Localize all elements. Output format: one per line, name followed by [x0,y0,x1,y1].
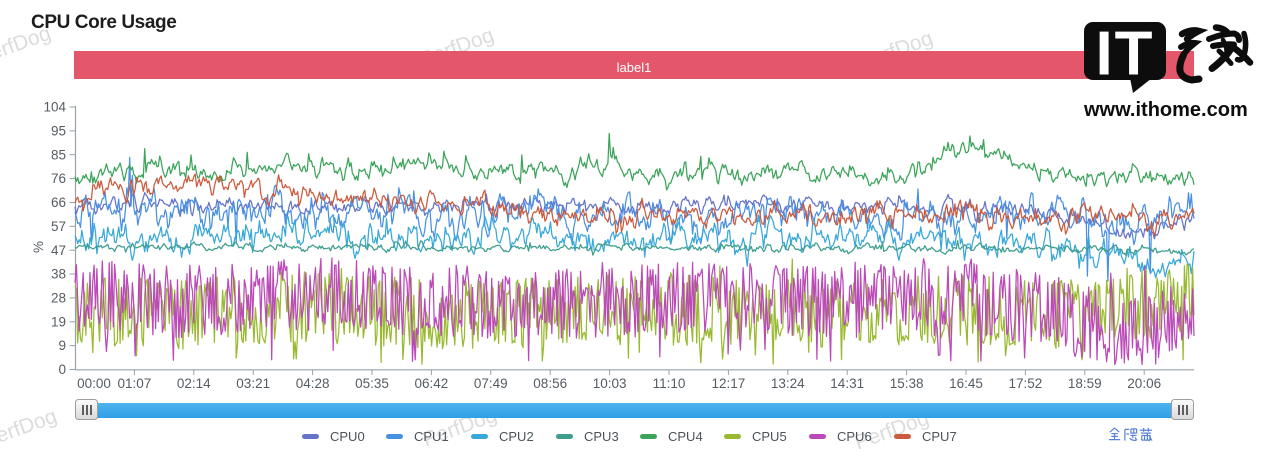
svg-text:12:17: 12:17 [712,376,746,391]
svg-text:IT: IT [1095,20,1154,89]
svg-text:05:35: 05:35 [355,376,389,391]
svg-text:57: 57 [51,219,66,234]
svg-text:01:07: 01:07 [118,376,152,391]
svg-text:38: 38 [51,267,66,282]
svg-text:17:52: 17:52 [1009,376,1043,391]
svg-text:20:06: 20:06 [1127,376,1161,391]
svg-text:08:56: 08:56 [533,376,567,391]
svg-text:66: 66 [51,195,66,210]
svg-text:18:59: 18:59 [1068,376,1102,391]
svg-text:16:45: 16:45 [949,376,983,391]
svg-text:95: 95 [51,124,66,139]
svg-text:104: 104 [43,100,66,115]
svg-text:02:14: 02:14 [177,376,211,391]
svg-text:76: 76 [51,171,66,186]
svg-text:11:10: 11:10 [653,376,686,391]
svg-text:0: 0 [58,362,66,377]
svg-text:10:03: 10:03 [593,376,627,391]
svg-text:04:28: 04:28 [296,376,330,391]
svg-text:%: % [31,241,46,253]
svg-text:19: 19 [51,314,66,329]
svg-text:www.ithome.com: www.ithome.com [1083,99,1248,120]
svg-text:47: 47 [51,243,66,258]
svg-text:14:31: 14:31 [830,376,864,391]
svg-text:28: 28 [51,291,66,306]
svg-text:9: 9 [58,338,66,353]
svg-text:00:00: 00:00 [77,376,111,391]
svg-text:13:24: 13:24 [771,376,805,391]
svg-text:07:49: 07:49 [474,376,508,391]
svg-text:15:38: 15:38 [890,376,924,391]
svg-text:06:42: 06:42 [415,376,449,391]
svg-text:03:21: 03:21 [236,376,270,391]
svg-text:85: 85 [51,147,66,162]
